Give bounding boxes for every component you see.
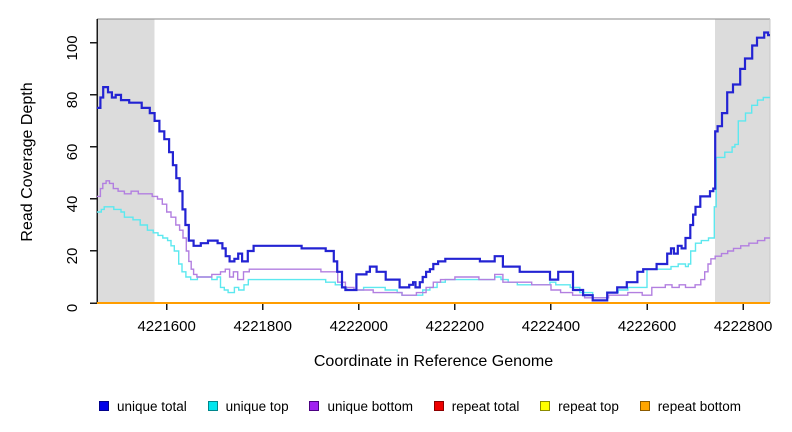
legend-label-unique-top: unique top xyxy=(225,398,289,414)
x-axis-title: Coordinate in Reference Genome xyxy=(313,353,554,370)
legend-label-repeat-top: repeat top xyxy=(558,398,619,414)
x-tick-label: 4221800 xyxy=(234,318,292,335)
legend-item-repeat-top: repeat top xyxy=(540,399,619,414)
x-tick-label: 4222400 xyxy=(522,318,580,335)
legend-item-repeat-bottom: repeat bottom xyxy=(639,398,741,414)
shaded-region-1 xyxy=(715,19,770,303)
x-tick-label: 4222800 xyxy=(714,318,772,335)
y-tick-label: 60 xyxy=(64,144,81,161)
y-tick-label: 0 xyxy=(64,304,81,312)
legend-swatch-unique-bottom xyxy=(309,401,320,411)
x-tick-label: 4222000 xyxy=(330,318,388,335)
y-tick-label: 40 xyxy=(64,196,81,213)
y-tick-label: 100 xyxy=(64,35,81,60)
y-tick-label: 20 xyxy=(64,248,81,265)
series-unique-bottom xyxy=(97,180,770,299)
shaded-region-0 xyxy=(97,19,155,303)
x-tick-label: 4222200 xyxy=(426,318,484,335)
legend-label-unique-total: unique total xyxy=(117,398,187,414)
y-axis-title: Read Coverage Depth xyxy=(19,82,36,242)
y-tick-label: 80 xyxy=(64,92,81,109)
legend-item-unique-bottom: unique bottom xyxy=(309,399,413,414)
legend-item-repeat-total: repeat total xyxy=(433,398,520,414)
legend-item-unique-top: unique top xyxy=(207,398,289,414)
x-tick-label: 4221600 xyxy=(137,318,195,335)
legend-swatch-unique-top xyxy=(207,401,218,411)
legend-label-unique-bottom: unique bottom xyxy=(327,398,413,414)
legend-swatch-unique-total xyxy=(99,401,109,411)
legend-swatch-repeat-top xyxy=(540,401,551,411)
legend-label-repeat-bottom: repeat bottom xyxy=(657,398,741,414)
legend-label-repeat-total: repeat total xyxy=(451,398,520,414)
legend-swatch-repeat-bottom xyxy=(639,401,650,411)
x-tick-label: 4222600 xyxy=(618,318,676,335)
legend-swatch-repeat-total xyxy=(433,401,444,411)
series-unique-total xyxy=(97,31,770,302)
legend-item-unique-total: unique total xyxy=(99,399,187,414)
chart-legend: unique total unique top unique bottom repea… xyxy=(99,397,741,415)
